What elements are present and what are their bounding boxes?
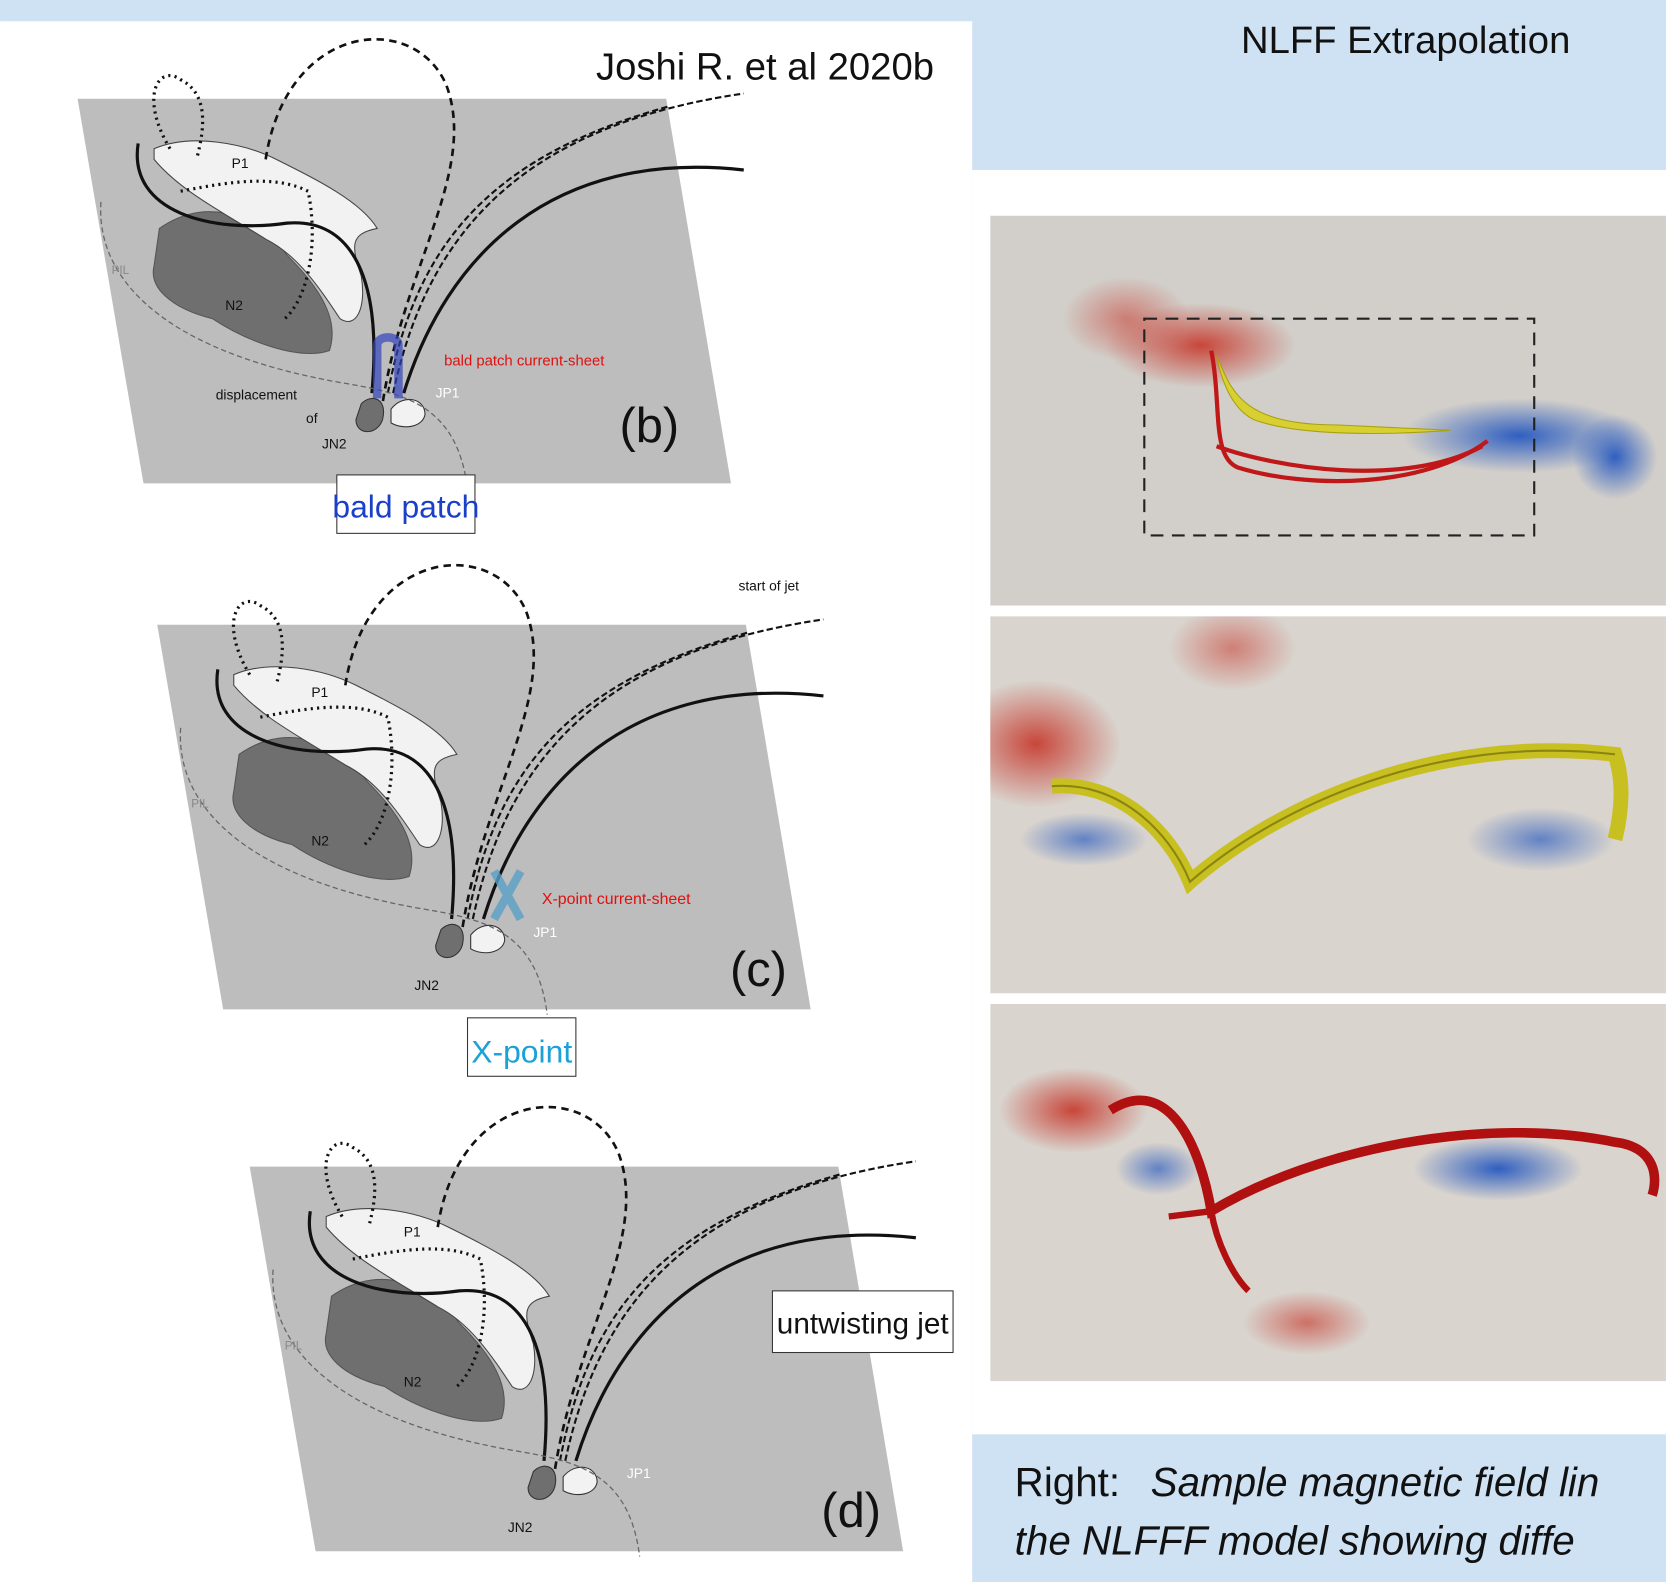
panel-label: (c)	[730, 943, 787, 997]
field-image-2	[990, 616, 1666, 994]
label: JN2	[508, 1519, 533, 1535]
title: NLFF Extrapolation	[1241, 19, 1570, 62]
caption-lead: Right:	[1015, 1459, 1120, 1505]
label: X-point current-sheet	[542, 891, 691, 908]
label: bald patch current-sheet	[444, 353, 605, 369]
panel-d: P1 N2 PIL JN2 JP1 (d) untwisting jet	[248, 1105, 954, 1559]
panel-label: (b)	[619, 399, 679, 453]
label: N2	[311, 833, 329, 849]
panel-c: P1 N2 PIL X-point current-sheet JN2 JP1 …	[155, 563, 826, 1077]
label: JN2	[414, 977, 439, 993]
label: N2	[225, 297, 243, 313]
label: P1	[404, 1224, 421, 1240]
caption-line: Sample magnetic field lin	[1151, 1459, 1600, 1505]
label: JP1	[436, 384, 460, 400]
box-label: X-point	[471, 1033, 572, 1069]
panel-b: P1 N2 PIL bald patch current-sheet displ…	[75, 37, 746, 534]
panel-label: (d)	[821, 1484, 881, 1538]
caption-line: the NLFFF model showing diffe	[1015, 1517, 1575, 1563]
field-image-3	[990, 1004, 1666, 1382]
field-image-1	[990, 215, 1666, 606]
citation: Joshi R. et al 2020b	[596, 46, 934, 89]
label: PIL	[191, 797, 209, 810]
label: JN2	[322, 435, 347, 451]
label: PIL	[112, 264, 130, 277]
label: JP1	[627, 1465, 651, 1481]
box-label: bald patch	[332, 488, 479, 524]
label: displacement	[216, 386, 297, 402]
label: PIL	[285, 1339, 303, 1352]
label: JP1	[533, 924, 557, 940]
label: of	[306, 410, 318, 426]
label: start of jet	[738, 578, 799, 594]
label: P1	[232, 155, 249, 171]
label: N2	[404, 1374, 422, 1390]
box-label: untwisting jet	[777, 1307, 950, 1340]
label: P1	[311, 684, 328, 700]
